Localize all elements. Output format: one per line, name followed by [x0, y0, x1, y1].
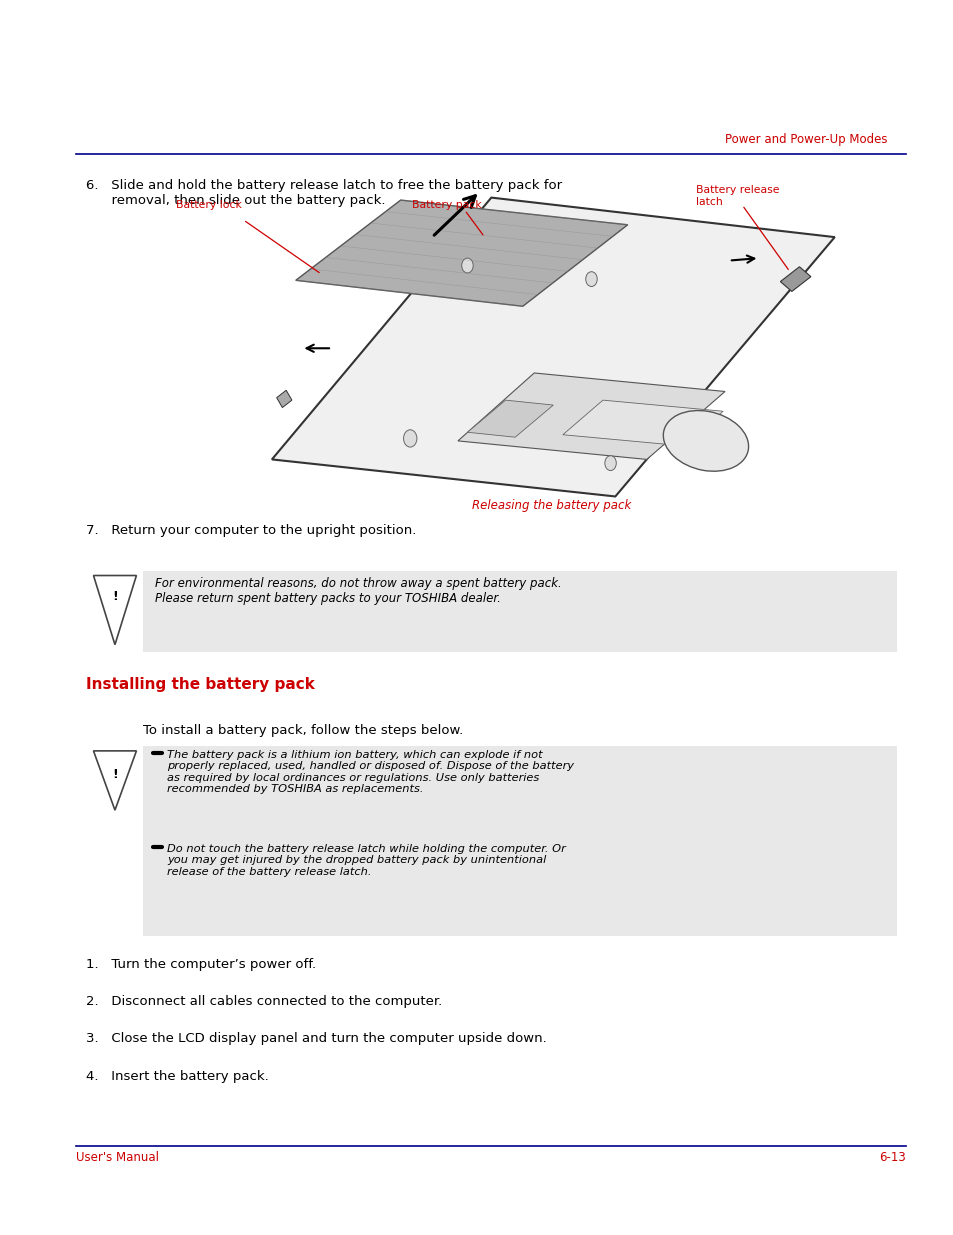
Text: 4.   Insert the battery pack.: 4. Insert the battery pack. — [86, 1070, 269, 1083]
Text: Battery release
latch: Battery release latch — [696, 185, 780, 206]
Polygon shape — [295, 200, 627, 306]
Text: Power and Power-Up Modes: Power and Power-Up Modes — [724, 132, 886, 146]
Circle shape — [585, 272, 597, 287]
Text: Battery lock: Battery lock — [176, 200, 242, 210]
FancyBboxPatch shape — [143, 571, 896, 652]
Text: !: ! — [112, 590, 118, 604]
Text: Installing the battery pack: Installing the battery pack — [86, 677, 314, 692]
Circle shape — [461, 258, 473, 273]
Polygon shape — [562, 400, 722, 446]
Polygon shape — [780, 267, 810, 291]
Text: For environmental reasons, do not throw away a spent battery pack.
Please return: For environmental reasons, do not throw … — [154, 577, 560, 605]
FancyBboxPatch shape — [143, 746, 896, 936]
Circle shape — [403, 430, 416, 447]
Ellipse shape — [662, 410, 748, 472]
Text: User's Manual: User's Manual — [76, 1151, 159, 1165]
Polygon shape — [93, 576, 136, 645]
Text: 6-13: 6-13 — [879, 1151, 905, 1165]
Text: Battery pack: Battery pack — [412, 200, 481, 210]
Text: 7.   Return your computer to the upright position.: 7. Return your computer to the upright p… — [86, 524, 416, 537]
Polygon shape — [272, 198, 834, 496]
Polygon shape — [457, 373, 724, 459]
Text: 1.   Turn the computer’s power off.: 1. Turn the computer’s power off. — [86, 958, 315, 972]
Text: The battery pack is a lithium ion battery, which can explode if not
properly rep: The battery pack is a lithium ion batter… — [167, 750, 574, 794]
Polygon shape — [276, 390, 292, 408]
Text: 3.   Close the LCD display panel and turn the computer upside down.: 3. Close the LCD display panel and turn … — [86, 1032, 546, 1046]
Circle shape — [604, 456, 616, 471]
Text: !: ! — [112, 768, 118, 782]
Text: Releasing the battery pack: Releasing the battery pack — [472, 499, 630, 513]
Text: 6.   Slide and hold the battery release latch to free the battery pack for
     : 6. Slide and hold the battery release la… — [86, 179, 561, 207]
Text: 2.   Disconnect all cables connected to the computer.: 2. Disconnect all cables connected to th… — [86, 995, 441, 1009]
Text: Do not touch the battery release latch while holding the computer. Or
you may ge: Do not touch the battery release latch w… — [167, 844, 565, 877]
Polygon shape — [467, 400, 553, 437]
Polygon shape — [93, 751, 136, 810]
Text: To install a battery pack, follow the steps below.: To install a battery pack, follow the st… — [143, 724, 463, 737]
